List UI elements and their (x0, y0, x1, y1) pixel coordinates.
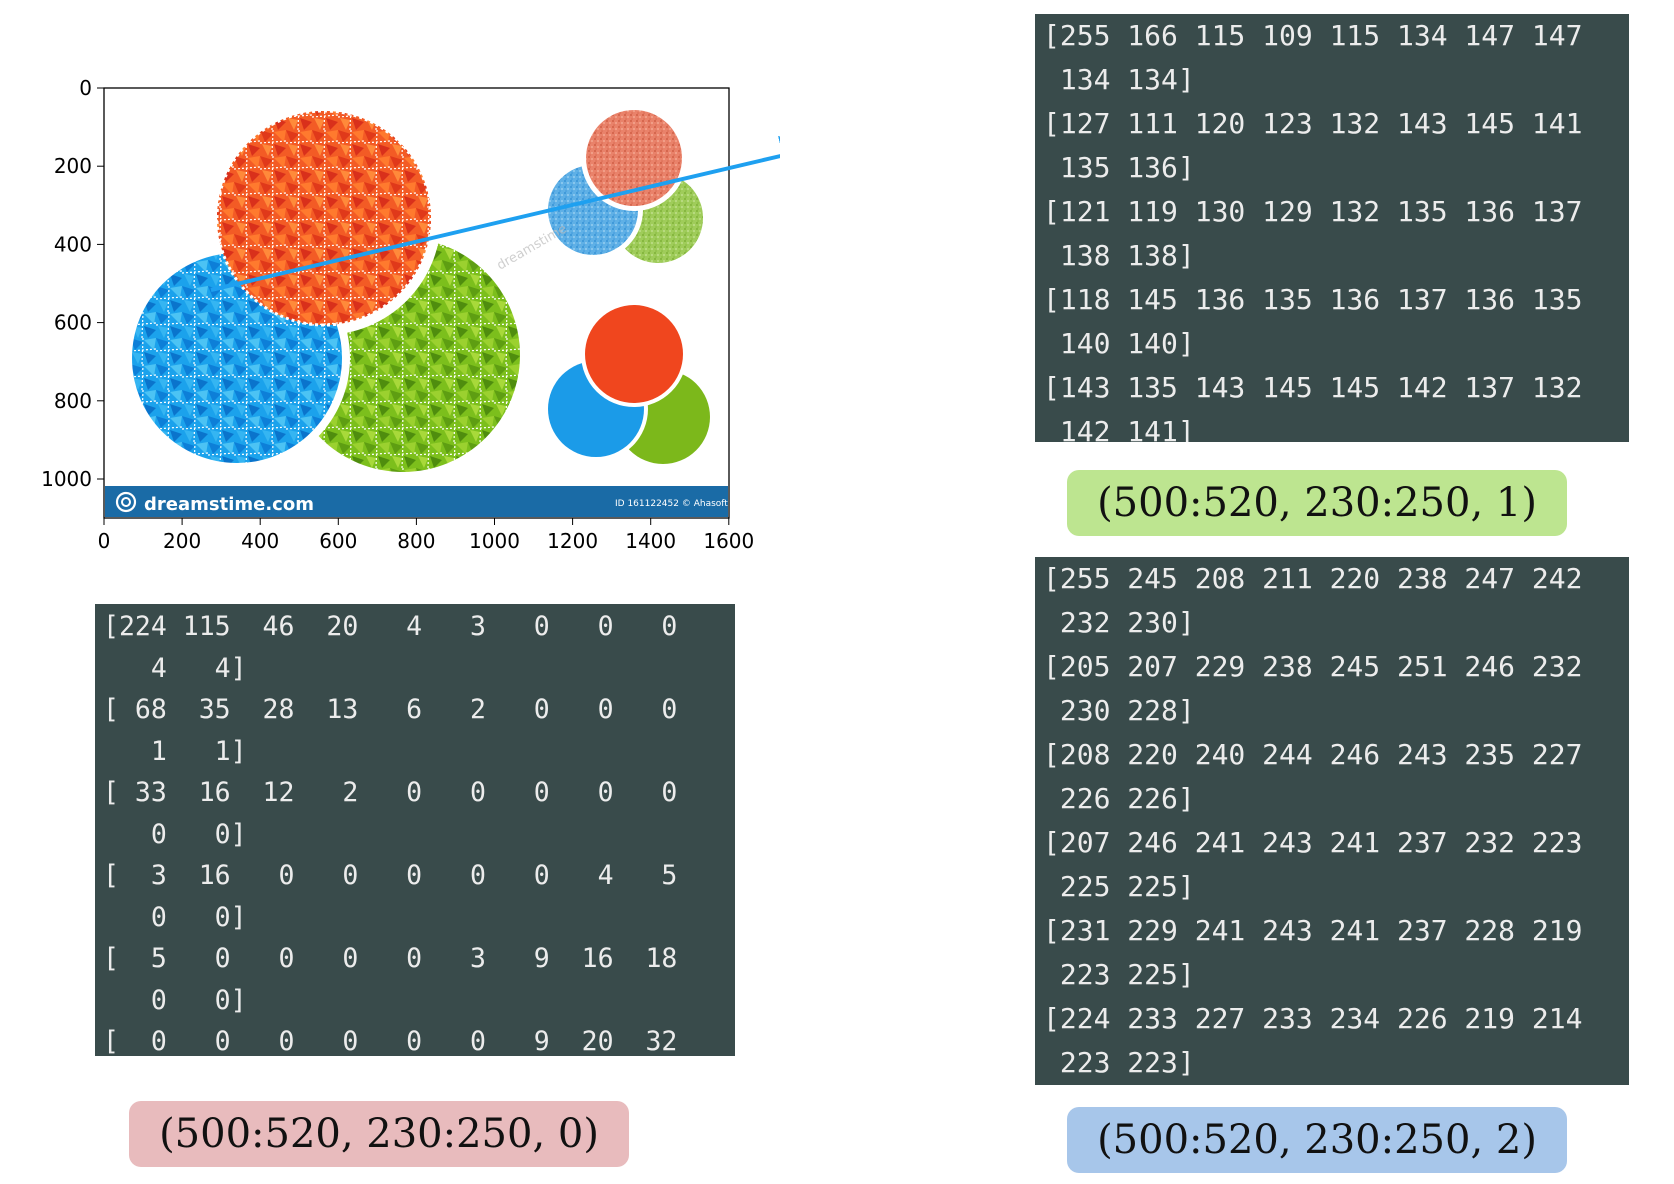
zoom-arrow (210, 136, 780, 292)
array-line: 0 0] (103, 984, 247, 1016)
array-line: [224 233 227 233 234 226 219 214 (1043, 1002, 1583, 1035)
array-line: 138 138] (1043, 239, 1195, 272)
channel-0-array: [224 115 46 20 4 3 0 0 0 4 4] [ 68 35 28 … (95, 604, 735, 1056)
small-red-circle (585, 305, 683, 403)
y-tick-label: 400 (54, 232, 92, 256)
array-line: 140 140] (1043, 327, 1195, 360)
array-line: 4 4] (103, 652, 247, 684)
x-tick-label: 0 (98, 529, 111, 553)
x-tick-label: 1200 (547, 529, 598, 553)
y-tick-label: 1000 (41, 467, 92, 491)
array-line: 142 141] (1043, 415, 1195, 442)
array-line: [205 207 229 238 245 251 246 232 (1043, 650, 1583, 683)
array-line: [ 33 16 12 2 0 0 0 0 0 (103, 777, 678, 808)
channel-0-label: (500:520, 230:250, 0) (129, 1101, 629, 1167)
array-line: 135 136] (1043, 151, 1195, 184)
array-line: [143 135 143 145 145 142 137 132 (1043, 371, 1583, 404)
image-plot: dreamstime dreamstime.com ID 161122452 ©… (41, 76, 780, 553)
array-line: [ 5 0 0 0 0 3 9 16 18 (103, 943, 678, 974)
x-tick-label: 200 (163, 529, 201, 553)
array-line: 0 0] (103, 818, 247, 850)
array-line: 134 134] (1043, 63, 1195, 96)
array-line: [127 111 120 123 132 143 145 141 (1043, 107, 1583, 140)
array-line: 0 0] (103, 901, 247, 933)
array-line: [231 229 241 243 241 237 228 219 (1043, 914, 1583, 947)
array-line: [208 220 240 244 246 243 235 227 (1043, 738, 1583, 771)
array-line: [224 115 46 20 4 3 0 0 0 (103, 611, 678, 642)
array-line: 232 230] (1043, 606, 1195, 639)
array-line: [ 3 16 0 0 0 0 0 4 5 (103, 860, 678, 891)
small-red-grain-circle (586, 110, 682, 206)
x-axis: 0 200 400 600 800 1000 1200 1400 1600 (98, 518, 754, 553)
x-tick-label: 1000 (469, 529, 520, 553)
array-line: 1 1] (103, 735, 247, 767)
x-tick-label: 600 (319, 529, 357, 553)
y-axis: 0 200 400 600 800 1000 (41, 76, 104, 491)
array-line: 223 223] (1043, 1046, 1195, 1079)
array-line: [207 246 241 243 241 237 232 223 (1043, 826, 1583, 859)
banner-id: ID 161122452 © Ahasoft (615, 499, 728, 509)
array-line: 223 225] (1043, 958, 1195, 991)
array-line: [255 245 208 211 220 238 247 242 (1043, 562, 1583, 595)
y-tick-label: 800 (54, 389, 92, 413)
y-tick-label: 600 (54, 311, 92, 335)
x-tick-label: 1400 (625, 529, 676, 553)
array-line: [121 119 130 129 132 135 136 137 (1043, 195, 1583, 228)
array-line: [118 145 136 135 136 137 136 135 (1043, 283, 1583, 316)
x-tick-label: 1600 (703, 529, 754, 553)
red-mosaic-circle-top (217, 111, 431, 325)
x-tick-label: 400 (241, 529, 279, 553)
y-tick-label: 0 (79, 76, 92, 100)
x-tick-label: 800 (397, 529, 435, 553)
y-tick-label: 200 (54, 154, 92, 178)
dreamstime-logo-icon (115, 491, 137, 513)
array-line: 226 226] (1043, 782, 1195, 815)
channel-2-array: [255 245 208 211 220 238 247 242 232 230… (1035, 557, 1629, 1085)
array-line: 225 225] (1043, 870, 1195, 903)
channel-2-label: (500:520, 230:250, 2) (1067, 1107, 1567, 1173)
array-line: 230 228] (1043, 694, 1195, 727)
channel-1-array: [255 166 115 109 115 134 147 147 134 134… (1035, 14, 1629, 442)
array-line: [255 166 115 109 115 134 147 147 (1043, 19, 1583, 52)
banner-text: dreamstime.com (144, 494, 314, 515)
dreamstime-banner (105, 486, 728, 517)
array-line: [ 0 0 0 0 0 0 9 20 32 (103, 1026, 678, 1056)
array-line: [ 68 35 28 13 6 2 0 0 0 (103, 694, 678, 725)
channel-1-label: (500:520, 230:250, 1) (1067, 470, 1567, 536)
